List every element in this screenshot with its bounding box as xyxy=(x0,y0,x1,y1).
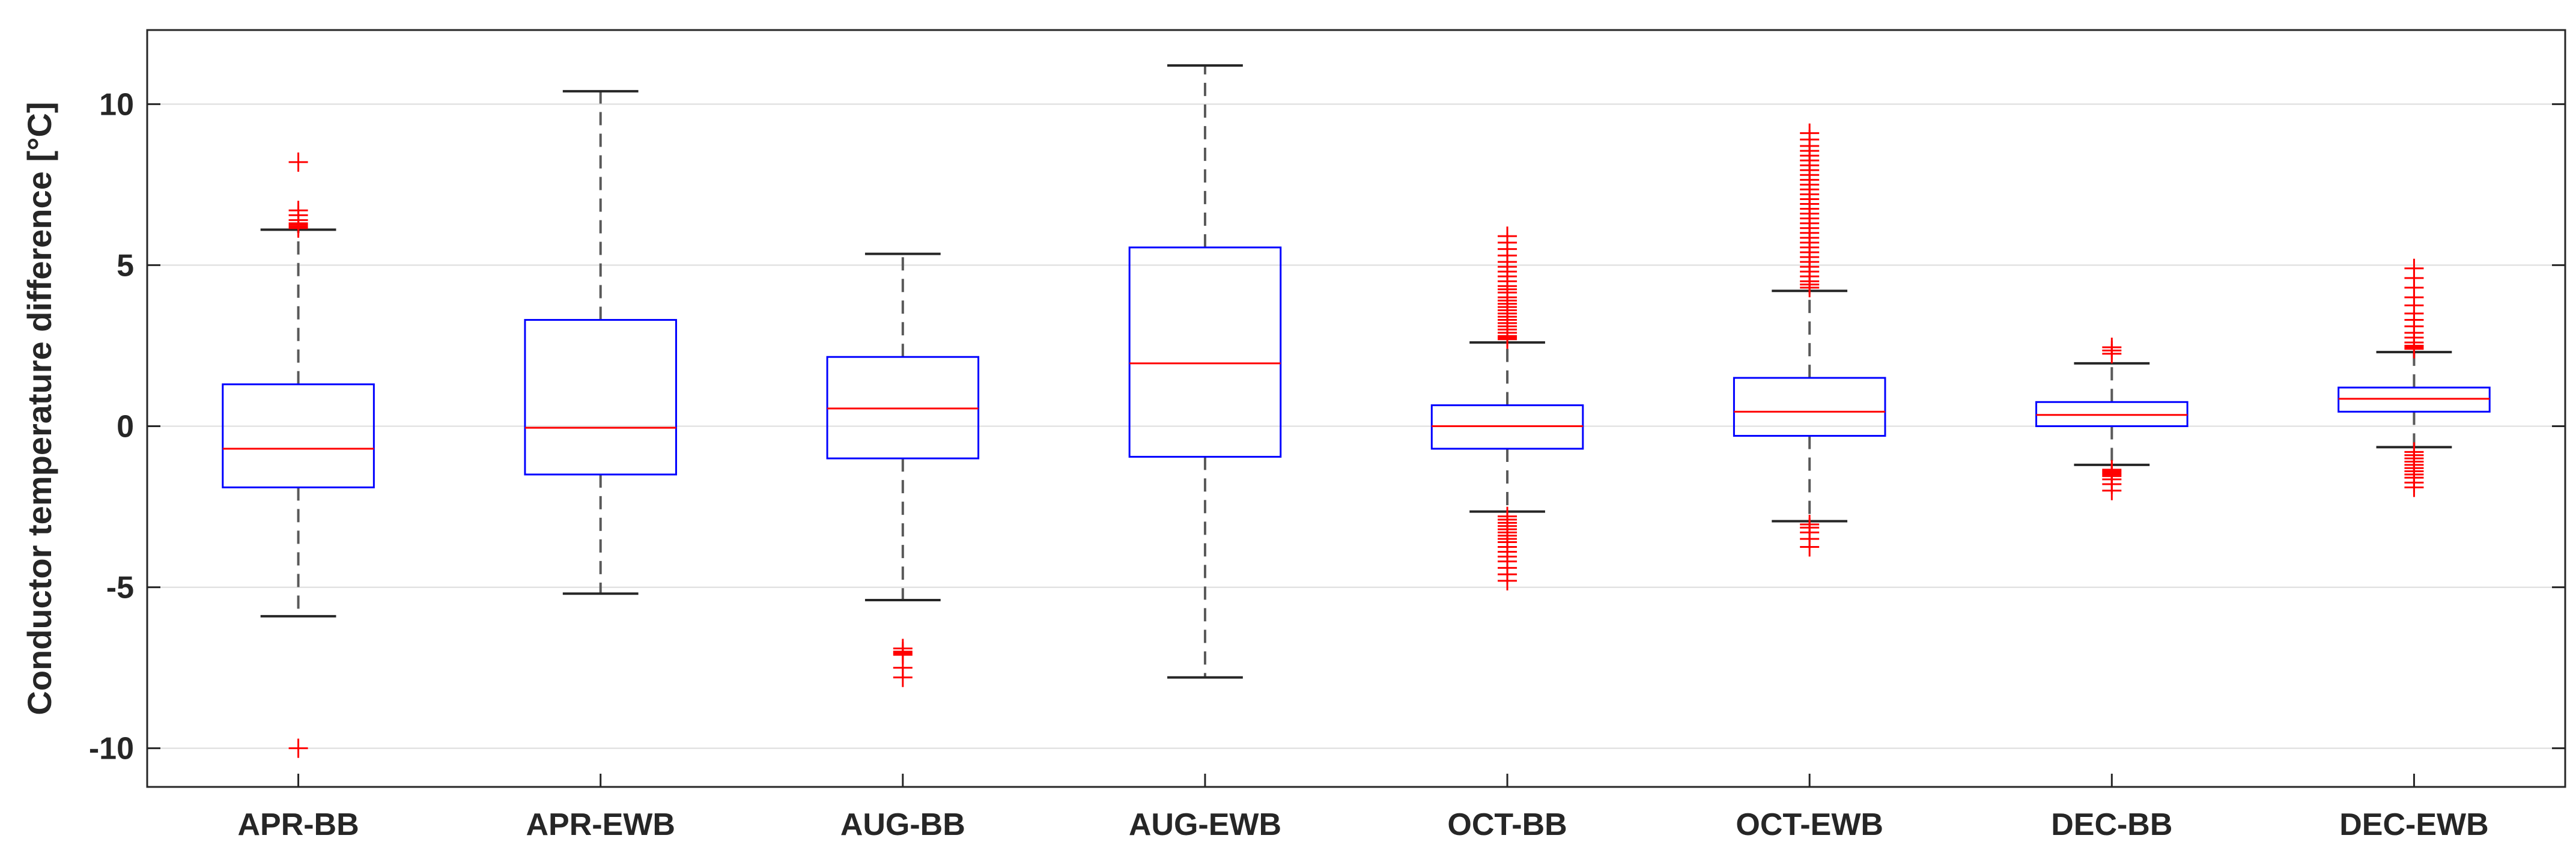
outlier-point xyxy=(288,218,308,238)
x-tick-label: AUG-EWB xyxy=(1129,807,1281,842)
x-tick-label: OCT-BB xyxy=(1447,807,1567,842)
box-group xyxy=(524,90,677,595)
interquartile-box xyxy=(1733,377,1886,437)
outlier-point xyxy=(288,152,308,172)
outlier-point xyxy=(1498,571,1517,590)
y-tick-label: 0 xyxy=(117,409,134,444)
x-tick-label: APR-BB xyxy=(237,807,359,842)
outlier-point xyxy=(1800,278,1820,297)
interquartile-box xyxy=(1128,246,1282,458)
box-group xyxy=(1128,64,1282,679)
y-tick-label: 5 xyxy=(117,248,134,283)
y-axis-label: Conductor temperature difference [°C] xyxy=(20,102,58,715)
box-group xyxy=(2338,258,2491,497)
box-group xyxy=(222,152,375,758)
x-tick-label: OCT-EWB xyxy=(1736,807,1883,842)
x-axis-ticks: APR-BB APR-EWB AUG-BB AUG-EWB OCT-BB OCT-EWB D… xyxy=(237,774,2489,842)
interquartile-box xyxy=(524,319,677,476)
outlier-point xyxy=(893,667,913,687)
x-tick-label: DEC-BB xyxy=(2051,807,2172,842)
outlier-point xyxy=(2404,478,2424,497)
x-tick-label: AUG-BB xyxy=(840,807,965,842)
x-tick-label: DEC-EWB xyxy=(2339,807,2488,842)
box-group xyxy=(1430,226,1584,590)
outlier-point xyxy=(2102,481,2122,500)
y-gridlines xyxy=(147,103,2565,749)
y-tick-label: 10 xyxy=(99,87,134,122)
outlier-point xyxy=(288,738,308,758)
x-tick-label: APR-EWB xyxy=(526,807,675,842)
box-group xyxy=(2035,338,2189,500)
outlier-point xyxy=(1800,537,1820,557)
outlier-point xyxy=(2404,339,2424,359)
outlier-point xyxy=(1498,329,1517,349)
box-plot-series xyxy=(222,64,2491,758)
y-tick-label: -10 xyxy=(89,732,134,766)
box-group xyxy=(826,252,980,687)
box-group xyxy=(1733,123,1886,557)
plot-area-frame xyxy=(146,29,2566,788)
outlier-point xyxy=(2102,344,2122,363)
interquartile-box xyxy=(222,383,375,488)
y-tick-label: -5 xyxy=(106,571,134,606)
y-axis-ticks: -10 -5 0 5 10 xyxy=(89,87,2565,766)
